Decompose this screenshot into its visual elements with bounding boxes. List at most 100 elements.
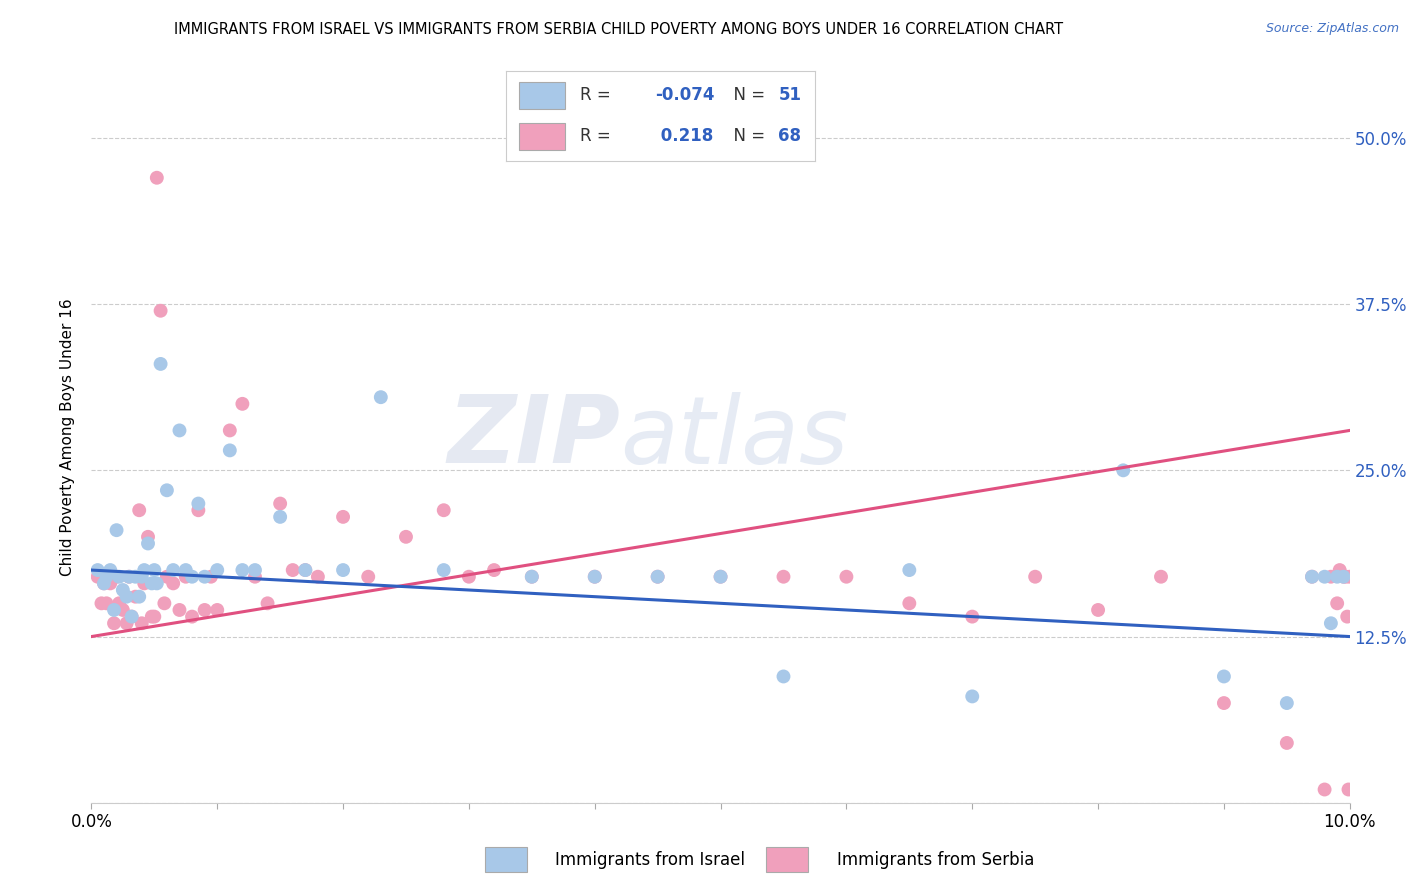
Point — [136, 530, 159, 544]
Point — [105, 523, 128, 537]
Point — [772, 570, 794, 584]
Point — [1301, 570, 1323, 584]
Point — [149, 303, 172, 318]
Y-axis label: Child Poverty Among Boys Under 16: Child Poverty Among Boys Under 16 — [60, 298, 76, 576]
Point — [121, 609, 143, 624]
Point — [218, 443, 240, 458]
Point — [395, 530, 418, 544]
Text: Immigrants from Israel: Immigrants from Israel — [555, 851, 745, 869]
Point — [332, 563, 354, 577]
Point — [1313, 570, 1336, 584]
Point — [162, 576, 184, 591]
Point — [90, 596, 112, 610]
Point — [149, 357, 172, 371]
Point — [231, 563, 253, 577]
Text: Source: ZipAtlas.com: Source: ZipAtlas.com — [1265, 22, 1399, 36]
Point — [96, 596, 118, 610]
Text: Immigrants from Serbia: Immigrants from Serbia — [837, 851, 1033, 869]
Point — [134, 563, 156, 577]
Point — [156, 483, 179, 498]
Point — [709, 570, 731, 584]
Point — [205, 563, 228, 577]
Point — [1087, 603, 1109, 617]
Point — [131, 616, 153, 631]
Point — [269, 497, 291, 511]
Point — [457, 570, 479, 584]
Point — [231, 397, 253, 411]
Point — [200, 570, 222, 584]
Point — [1333, 570, 1355, 584]
FancyBboxPatch shape — [519, 123, 565, 150]
Point — [1150, 570, 1173, 584]
Text: ZIP: ZIP — [447, 391, 620, 483]
Point — [115, 590, 138, 604]
Point — [433, 503, 456, 517]
Point — [141, 609, 163, 624]
Point — [1339, 570, 1361, 584]
Text: 0.218: 0.218 — [655, 128, 713, 145]
Point — [143, 609, 166, 624]
Point — [108, 596, 131, 610]
Point — [96, 570, 118, 584]
Point — [146, 576, 169, 591]
Text: R =: R = — [581, 87, 616, 104]
Point — [583, 570, 606, 584]
Point — [169, 424, 191, 438]
Text: atlas: atlas — [620, 392, 848, 483]
Text: -0.074: -0.074 — [655, 87, 714, 104]
Point — [187, 497, 209, 511]
Point — [121, 609, 143, 624]
Point — [128, 503, 150, 517]
Point — [1212, 696, 1236, 710]
Point — [93, 576, 115, 591]
Point — [136, 536, 159, 550]
Point — [1024, 570, 1046, 584]
Point — [187, 503, 209, 517]
Point — [1275, 736, 1298, 750]
Point — [1326, 596, 1348, 610]
Text: N =: N = — [723, 87, 770, 104]
Point — [108, 570, 131, 584]
Point — [1313, 782, 1336, 797]
Point — [520, 570, 543, 584]
Point — [103, 603, 125, 617]
Point — [174, 563, 197, 577]
Point — [898, 596, 921, 610]
Point — [1326, 570, 1348, 584]
Point — [181, 570, 204, 584]
Point — [1301, 570, 1323, 584]
Point — [1112, 463, 1135, 477]
Point — [141, 576, 163, 591]
Point — [1337, 782, 1360, 797]
Point — [898, 563, 921, 577]
Point — [128, 590, 150, 604]
Text: N =: N = — [723, 128, 770, 145]
Point — [98, 576, 121, 591]
Point — [181, 609, 204, 624]
Point — [294, 563, 316, 577]
FancyBboxPatch shape — [519, 82, 565, 109]
Point — [1320, 616, 1343, 631]
Point — [194, 603, 217, 617]
Point — [1212, 669, 1236, 683]
Point — [1275, 696, 1298, 710]
Point — [482, 563, 505, 577]
Point — [134, 576, 156, 591]
Point — [357, 570, 380, 584]
Point — [86, 570, 108, 584]
Point — [835, 570, 858, 584]
Point — [370, 390, 392, 404]
Point — [124, 570, 146, 584]
Point — [103, 616, 125, 631]
Point — [1329, 563, 1351, 577]
Point — [86, 563, 108, 577]
Point — [294, 563, 316, 577]
Point — [174, 570, 197, 584]
Point — [962, 690, 984, 704]
Text: 51: 51 — [779, 87, 801, 104]
Text: 68: 68 — [779, 128, 801, 145]
Point — [153, 596, 176, 610]
Point — [307, 570, 329, 584]
Point — [962, 609, 984, 624]
Point — [162, 563, 184, 577]
